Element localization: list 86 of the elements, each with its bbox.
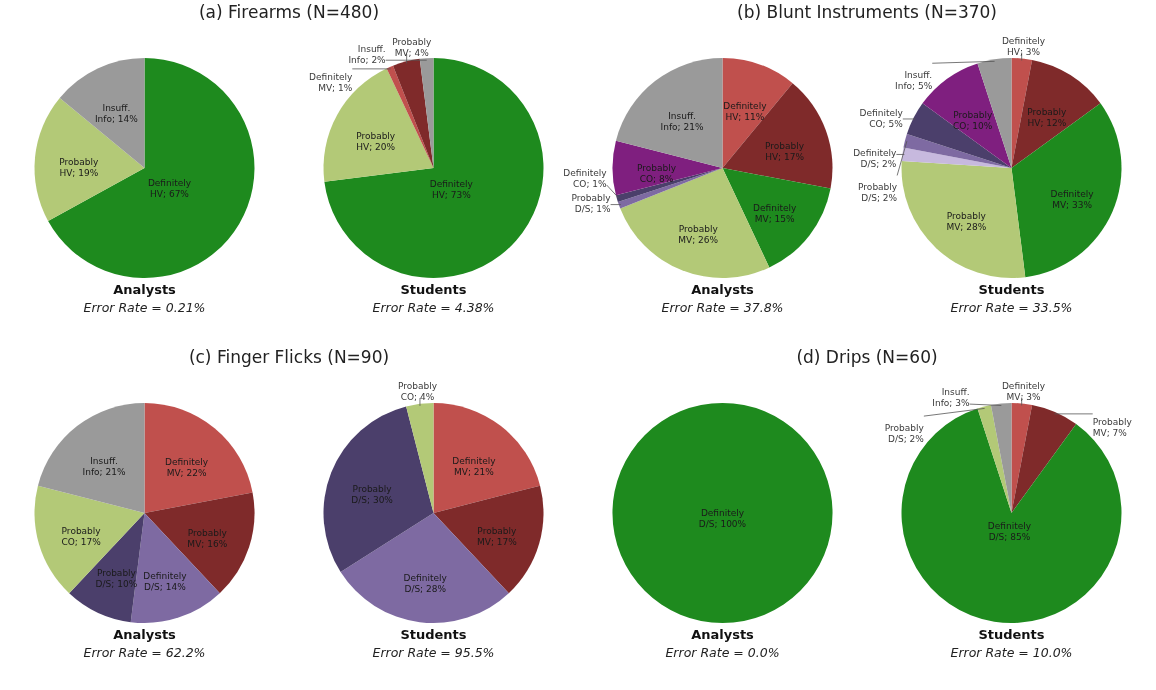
chart-title: (c) Finger Flicks (N=90) bbox=[187, 347, 391, 367]
slice-label: Probably D/S; 2% bbox=[884, 423, 925, 445]
slice-label: Probably MV; 17% bbox=[476, 526, 518, 548]
slice-label: Insuff. Info; 21% bbox=[82, 455, 126, 477]
text: Error Rate = 0.21% bbox=[82, 300, 207, 315]
pie-slice bbox=[34, 485, 145, 594]
pie-slice bbox=[901, 161, 1026, 278]
text: Analysts bbox=[690, 282, 755, 297]
pie-slice bbox=[722, 83, 833, 189]
slice-label: Probably HV; 17% bbox=[765, 140, 805, 162]
pie-slice bbox=[433, 403, 541, 513]
pie-slice bbox=[612, 140, 723, 196]
pie-slice bbox=[144, 403, 253, 513]
text: Error Rate = 62.2% bbox=[82, 645, 207, 660]
slice-label: Probably D/S; 10% bbox=[95, 567, 138, 589]
slice-label: Probably D/S; 1% bbox=[571, 193, 612, 215]
slice-label: Definitely D/S; 85% bbox=[987, 521, 1032, 543]
slice-label: Definitely MV; 22% bbox=[164, 457, 209, 479]
slice-label: Probably CO; 4% bbox=[397, 381, 438, 403]
text: Error Rate = 37.8% bbox=[660, 300, 785, 315]
text: (b) Blunt Instruments (N=370) bbox=[736, 2, 998, 22]
slice-label: Probably CO; 17% bbox=[61, 526, 102, 548]
pie-slice bbox=[59, 58, 145, 168]
slice-label: Probably D/S; 2% bbox=[858, 182, 898, 204]
pie-slice bbox=[419, 58, 434, 168]
text: Error Rate = 33.5% bbox=[949, 300, 1074, 315]
text: Students bbox=[977, 627, 1046, 642]
pie-slice bbox=[1011, 404, 1077, 513]
slice-label: Probably HV; 12% bbox=[1027, 107, 1068, 129]
slice-label: Definitely D/S; 28% bbox=[403, 573, 448, 595]
slice-label: Definitely MV; 1% bbox=[309, 71, 353, 93]
text: Students bbox=[399, 627, 468, 642]
slice-label: Definitely MV; 33% bbox=[1050, 189, 1095, 211]
slice-label: Probably MV; 7% bbox=[1092, 416, 1133, 438]
text: (a) Firearms (N=480) bbox=[198, 2, 380, 22]
slice-label: Probably HV; 19% bbox=[59, 156, 99, 178]
slice-label: Probably CO; 8% bbox=[636, 163, 677, 184]
pie-slice bbox=[722, 168, 831, 268]
slice-label: Probably HV; 20% bbox=[356, 131, 396, 153]
slice-label: Insuff. Info; 2% bbox=[348, 44, 387, 66]
slice-label: Probably CO; 10% bbox=[953, 109, 993, 131]
slice-label: Definitely CO; 1% bbox=[563, 167, 608, 189]
pie-slice bbox=[901, 147, 1012, 168]
slice-label: Probably MV; 28% bbox=[946, 211, 987, 233]
text: Students bbox=[977, 282, 1046, 297]
text: Analysts bbox=[112, 627, 177, 642]
slice-label: Definitely HV; 11% bbox=[723, 100, 768, 122]
pie-slice bbox=[1011, 103, 1122, 278]
slice-label: Probably MV; 26% bbox=[678, 224, 719, 246]
pie-slice bbox=[144, 492, 255, 594]
pie-slice bbox=[903, 134, 1012, 168]
pie-slice bbox=[48, 58, 255, 278]
slice-label: Definitely D/S; 14% bbox=[143, 570, 188, 592]
slice-label: Definitely MV; 15% bbox=[753, 203, 797, 225]
slice-label: Insuff. Info; 3% bbox=[932, 387, 970, 409]
pie-slice bbox=[34, 97, 145, 221]
slice-label: Insuff. Info; 5% bbox=[895, 70, 933, 92]
chart-title: (d) Drips (N=60) bbox=[795, 347, 939, 367]
pie-slice bbox=[906, 103, 1012, 168]
slice-label: Definitely HV; 3% bbox=[1001, 35, 1046, 57]
pie-slice bbox=[323, 406, 434, 572]
slice-label: Definitely HV; 67% bbox=[147, 177, 192, 199]
slice-label: Probably D/S; 30% bbox=[351, 483, 394, 505]
slice-label: Insuff. Info; 21% bbox=[660, 110, 704, 132]
slice-label: Definitely MV; 3% bbox=[1001, 380, 1046, 402]
pie-slice bbox=[393, 58, 434, 168]
slice-label: Definitely MV; 21% bbox=[452, 455, 497, 477]
text: Error Rate = 10.0% bbox=[949, 645, 1074, 660]
text: Error Rate = 95.5% bbox=[371, 645, 496, 660]
slice-label: Definitely HV; 73% bbox=[429, 178, 474, 200]
pie-slice bbox=[990, 403, 1012, 513]
slice-label: Definitely D/S; 2% bbox=[853, 148, 898, 170]
text: Error Rate = 4.38% bbox=[371, 300, 496, 315]
slice-label: Definitely CO; 5% bbox=[859, 107, 904, 129]
pie-slice bbox=[1011, 59, 1101, 168]
pie-slice bbox=[37, 403, 145, 513]
text: Error Rate = 0.0% bbox=[664, 645, 781, 660]
pie-slice bbox=[977, 404, 1012, 513]
slice-label: Definitely D/S; 100% bbox=[698, 508, 747, 529]
text: Analysts bbox=[112, 282, 177, 297]
pie-slice bbox=[406, 403, 434, 513]
text: Students bbox=[399, 282, 468, 297]
slice-label: Probably MV; 16% bbox=[187, 528, 228, 550]
text: Analysts bbox=[690, 627, 755, 642]
slice-label: Insuff. Info; 14% bbox=[94, 103, 139, 125]
slice-label: Probably MV; 4% bbox=[392, 36, 432, 58]
